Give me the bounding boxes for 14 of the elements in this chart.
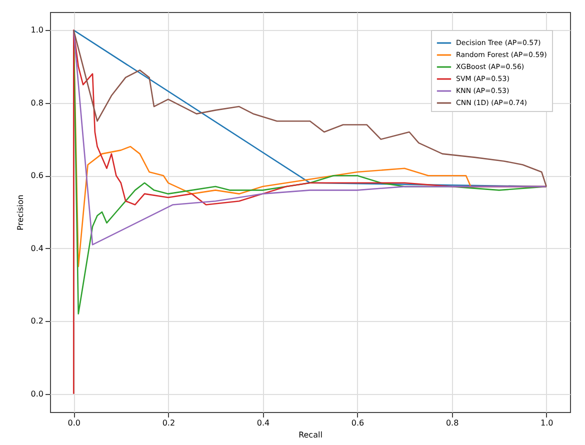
x-axis-title: Recall — [298, 430, 322, 440]
y-tick-label: 0.2 — [30, 316, 44, 326]
y-tick-label: 1.0 — [30, 26, 44, 35]
x-tick-label: 0.6 — [351, 418, 364, 428]
y-tick-label: 0.8 — [30, 98, 44, 108]
y-tick-label: 0.6 — [30, 171, 44, 180]
x-tick-label: 0.0 — [68, 418, 81, 428]
x-tick-label: 0.2 — [162, 418, 176, 428]
y-axis-title: Precision — [16, 194, 25, 230]
x-tick-label: 1.0 — [540, 418, 554, 428]
x-tick-label: 0.8 — [446, 418, 459, 428]
y-tick-label: 0.4 — [30, 244, 44, 253]
x-tick-label: 0.4 — [256, 418, 270, 428]
y-tick-label: 0.0 — [30, 389, 44, 398]
